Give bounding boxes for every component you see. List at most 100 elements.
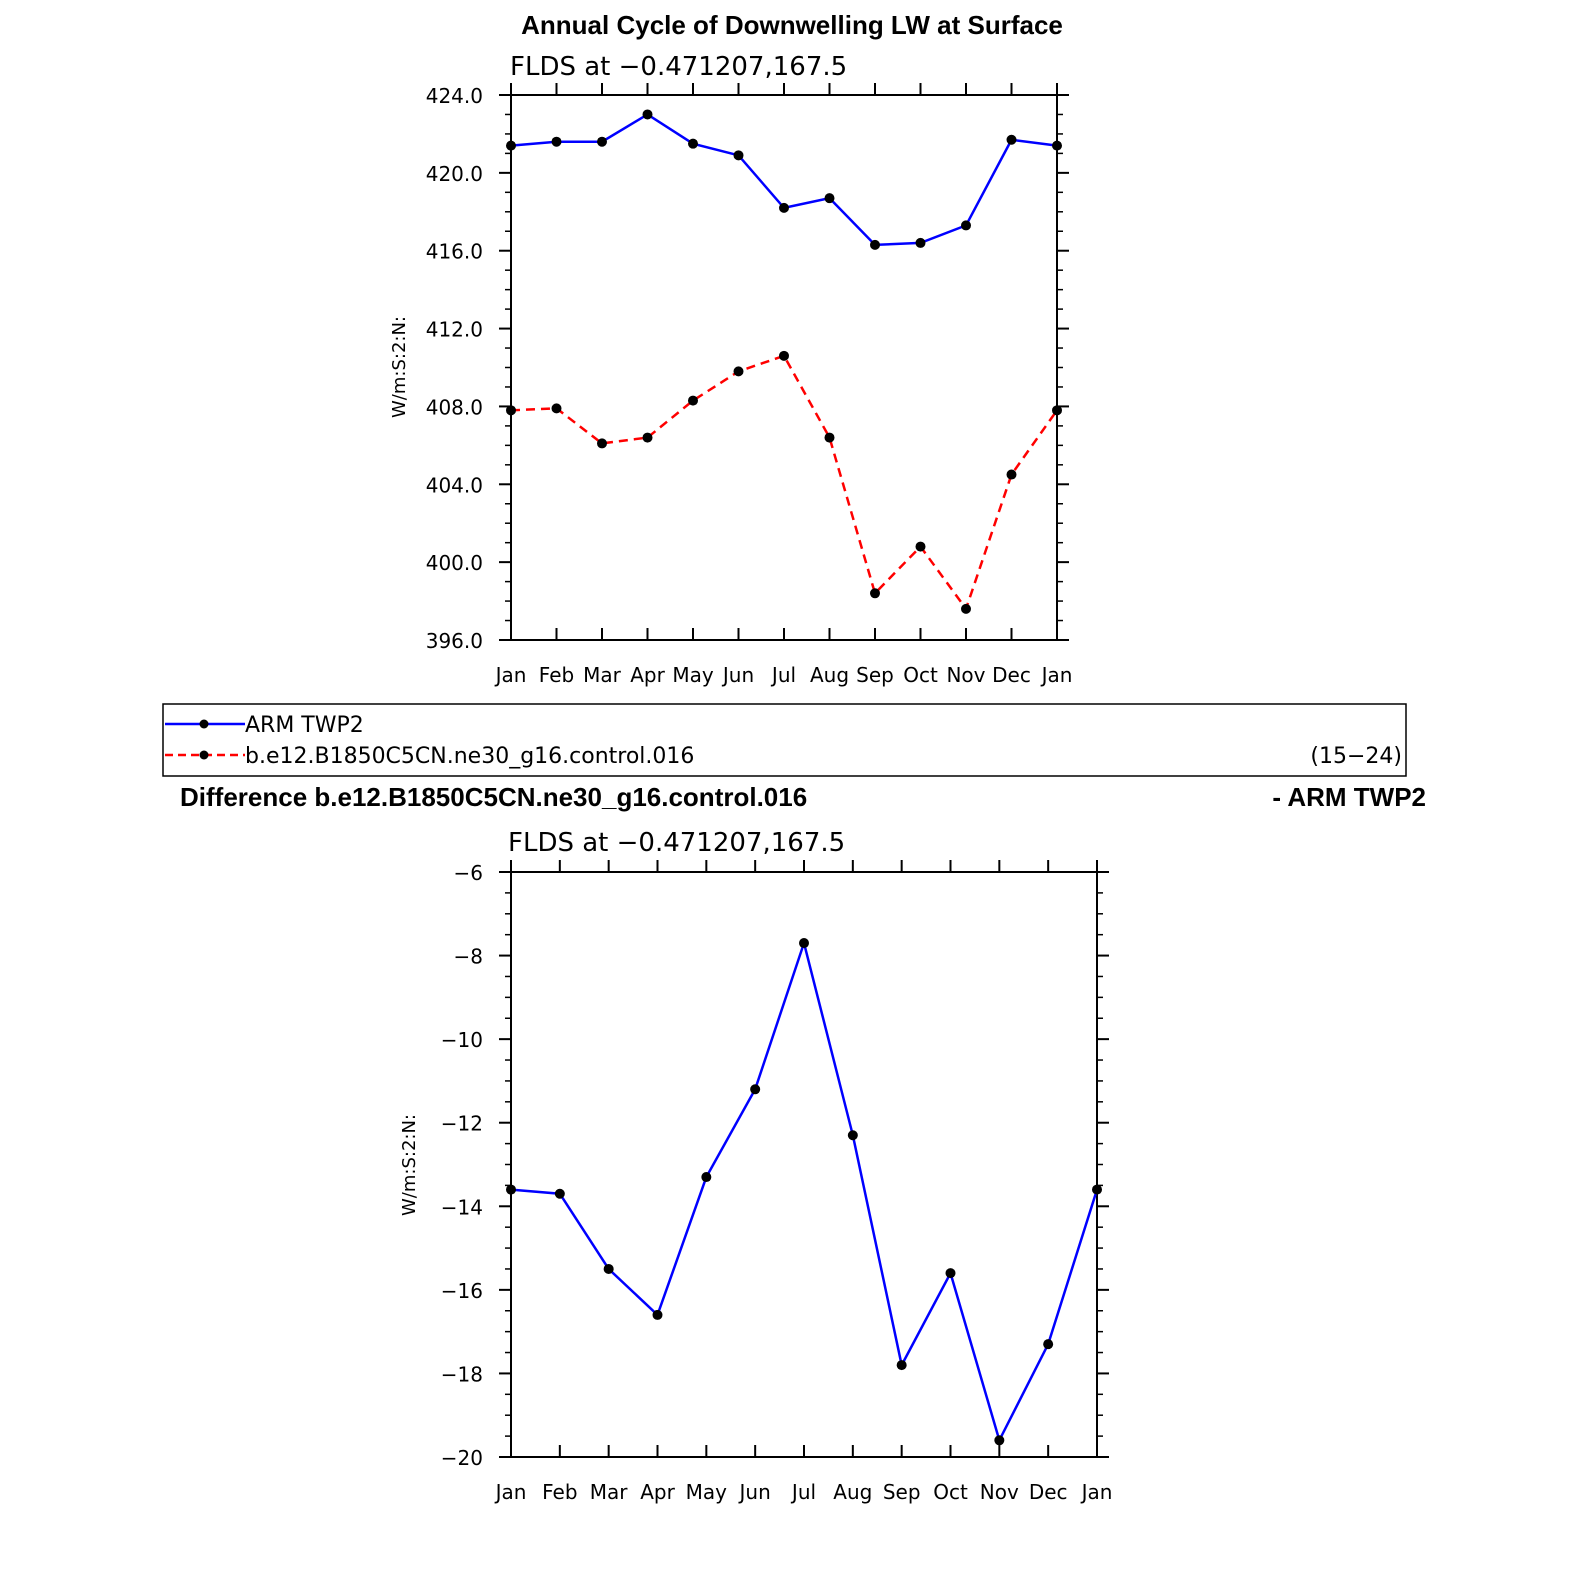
chart1-plot-frame <box>510 94 1058 641</box>
chart2-x-tick-label: May <box>686 1480 728 1504</box>
chart1-series-0-point <box>824 193 835 204</box>
chart2-x-tick-label: Jan <box>494 1480 527 1504</box>
chart1-series-1-point <box>642 432 653 443</box>
chart2-x-tick-label: Feb <box>542 1480 577 1504</box>
chart1-series-0-point <box>733 150 744 161</box>
chart2-series-0-point <box>652 1309 663 1320</box>
chart2-y-tick-label: −18 <box>441 1362 483 1386</box>
chart1-y-axis-label: W/m:S:2:N: <box>389 316 410 418</box>
chart1-series-0-line <box>510 112 1058 247</box>
chart1-series-0-point <box>1006 134 1017 145</box>
chart-difference: Difference b.e12.B1850C5CN.ne30_g16.cont… <box>180 782 1426 1504</box>
chart2-x-tick-label: Nov <box>980 1480 1019 1504</box>
chart1-axes: Jan Feb Mar Apr May Jun Jul Aug Sep Oct Nov Dec Jan 3… <box>426 83 1073 687</box>
legend-note: (15−24) <box>1310 744 1402 769</box>
chart2-series-0-point <box>847 1130 858 1141</box>
chart1-y-tick-label: 412.0 <box>426 318 483 342</box>
chart1-series-1-point <box>597 438 607 449</box>
chart2-y-tick-label: −10 <box>441 1028 483 1052</box>
chart2-series-0-point <box>603 1263 614 1274</box>
chart1-x-tick-label: Sep <box>856 663 894 687</box>
legend-marker-arm-twp2 <box>199 719 209 729</box>
chart1-x-tick-label: Oct <box>903 663 938 687</box>
chart1-series-1-point <box>551 403 562 414</box>
chart2-y-tick-label: −8 <box>454 945 483 969</box>
chart2-series-0-point <box>994 1435 1005 1446</box>
chart-annual-cycle: Annual Cycle of Downwelling LW at Surfac… <box>389 10 1072 687</box>
chart1-series-0-point <box>506 140 516 151</box>
chart1-x-tick-label: Mar <box>583 663 622 687</box>
chart2-plot-frame <box>510 871 1098 1458</box>
chart1-x-tick-label: Aug <box>810 663 849 687</box>
legend-label-control: b.e12.B1850C5CN.ne30_g16.control.016 <box>245 744 694 769</box>
chart1-x-tick-label: Jun <box>721 663 754 687</box>
chart2-x-tick-label: Apr <box>640 1480 675 1504</box>
chart1-series-1-point <box>506 405 516 416</box>
chart1-y-tick-label: 400.0 <box>426 551 483 575</box>
chart2-title-left: Difference b.e12.B1850C5CN.ne30_g16.cont… <box>180 782 807 812</box>
chart1-x-tick-label: Jan <box>494 663 527 687</box>
chart1-series-1-point <box>824 432 835 443</box>
chart1-x-tick-label: Dec <box>992 663 1031 687</box>
chart2-x-tick-label: Aug <box>833 1480 872 1504</box>
chart1-series-0-point <box>597 136 607 147</box>
chart2-series-group <box>506 938 1102 1446</box>
chart2-series-0-point <box>1043 1339 1054 1350</box>
chart1-y-tick-label: 424.0 <box>426 84 483 108</box>
chart2-series-0-point <box>1092 1184 1102 1195</box>
chart2-subtitle: FLDS at −0.471207,167.5 <box>508 828 845 858</box>
chart1-series-group <box>506 109 1062 614</box>
chart2-y-axis-label: W/m:S:2:N: <box>399 1114 420 1216</box>
chart1-series-0-point <box>688 138 698 149</box>
chart2-x-tick-label: Dec <box>1029 1480 1068 1504</box>
chart1-series-0-point <box>642 109 653 120</box>
chart1-series-1-point <box>915 541 926 552</box>
legend-marker-control <box>199 750 209 760</box>
chart2-series-0-line <box>510 938 1099 1444</box>
chart1-series-0-point <box>1052 140 1062 151</box>
chart2-series-0-point <box>506 1184 516 1195</box>
chart1-series-1-point <box>733 366 744 377</box>
chart1-series-1-point <box>779 350 789 361</box>
chart1-series-1-point <box>870 588 880 599</box>
chart2-series-0-point <box>945 1268 956 1279</box>
chart1-series-1-line <box>510 354 1059 612</box>
chart1-x-tick-label: Jul <box>770 663 796 687</box>
chart2-x-tick-label: Sep <box>883 1480 921 1504</box>
chart1-series-1-point <box>1006 469 1017 480</box>
chart1-series-0-point <box>779 202 789 213</box>
legend-label-arm-twp2: ARM TWP2 <box>245 713 364 738</box>
chart1-series-0-point <box>961 220 971 231</box>
chart2-x-tick-label: Oct <box>933 1480 968 1504</box>
chart1-series-0-point <box>915 237 926 248</box>
chart1-series-1-point <box>1052 405 1062 416</box>
chart2-y-tick-label: −12 <box>441 1112 483 1136</box>
chart1-series-1-point <box>688 395 698 406</box>
chart2-x-tick-label: Jun <box>738 1480 771 1504</box>
legend: ARM TWP2 b.e12.B1850C5CN.ne30_g16.contro… <box>162 703 1407 777</box>
chart2-y-tick-label: −6 <box>454 861 483 885</box>
chart1-x-tick-label: May <box>672 663 714 687</box>
chart2-series-0-point <box>701 1172 712 1183</box>
chart2-y-tick-label: −14 <box>441 1195 483 1219</box>
chart1-y-tick-label: 404.0 <box>426 473 483 497</box>
chart2-series-0-point <box>896 1360 907 1371</box>
chart2-axes: Jan Feb Mar Apr May Jun Jul Aug Sep Oct Nov Dec Jan−… <box>441 860 1113 1504</box>
legend-box <box>162 703 1407 777</box>
chart1-series-0-point <box>551 136 562 147</box>
chart1-y-tick-label: 420.0 <box>426 162 483 186</box>
chart1-x-tick-label: Feb <box>539 663 574 687</box>
chart2-series-0-point <box>799 938 809 949</box>
chart1-subtitle: FLDS at −0.471207,167.5 <box>510 52 847 82</box>
chart2-title-right: - ARM TWP2 <box>1272 782 1426 812</box>
chart2-x-tick-label: Mar <box>590 1480 629 1504</box>
chart1-x-tick-label: Jan <box>1040 663 1073 687</box>
chart1-y-tick-label: 396.0 <box>426 629 483 653</box>
chart2-x-tick-label: Jan <box>1080 1480 1113 1504</box>
chart1-x-tick-label: Apr <box>630 663 665 687</box>
chart1-y-tick-label: 408.0 <box>426 395 483 419</box>
chart1-title: Annual Cycle of Downwelling LW at Surfac… <box>521 10 1063 40</box>
chart1-series-0-point <box>870 239 880 250</box>
chart1-y-tick-label: 416.0 <box>426 240 483 264</box>
